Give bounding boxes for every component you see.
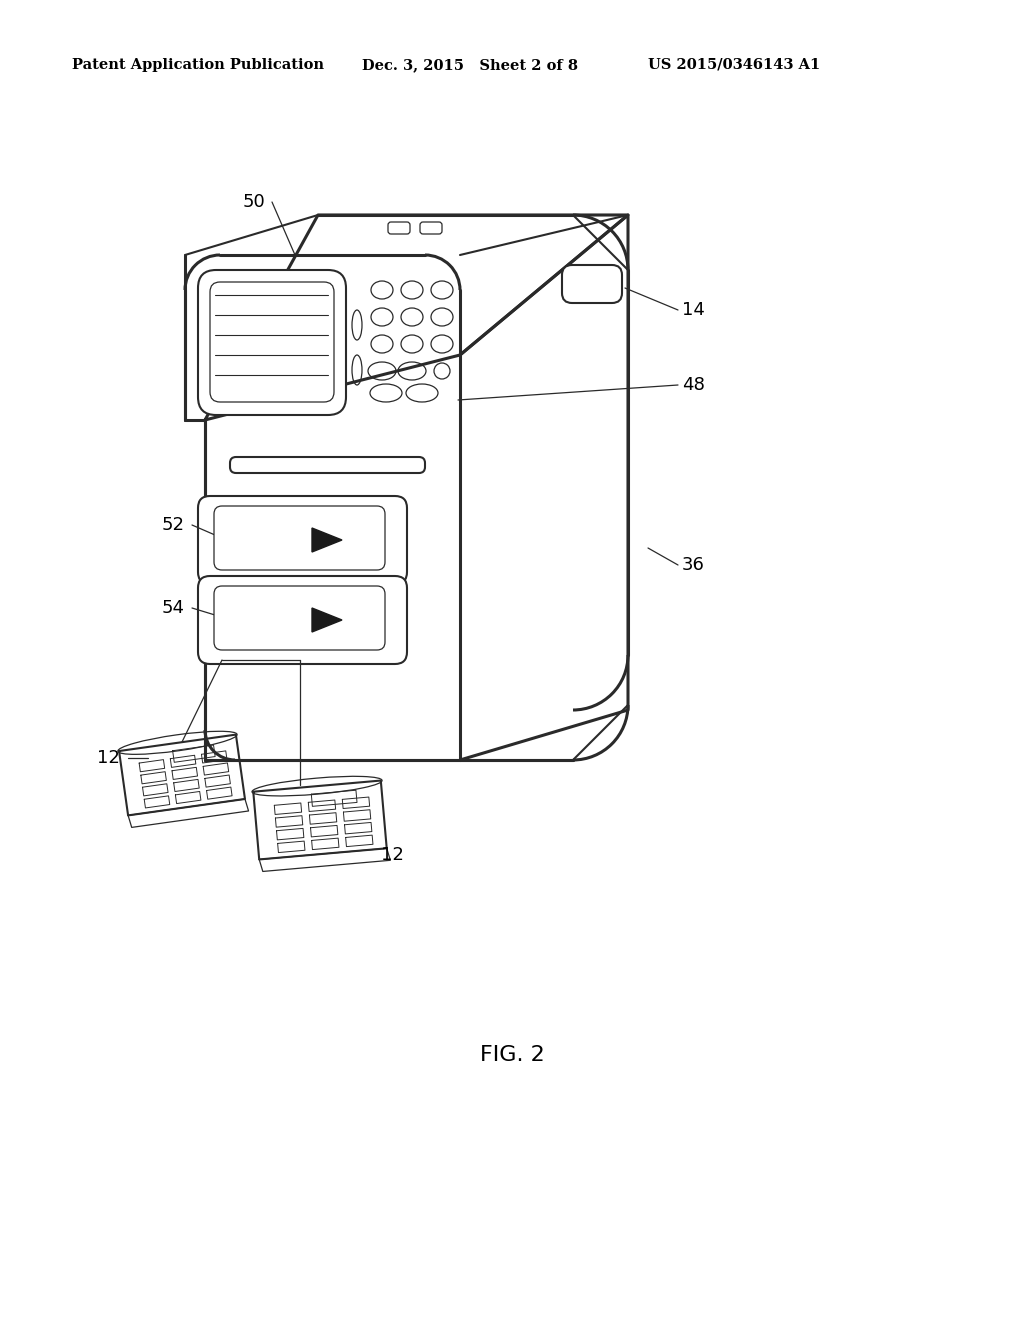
Text: 50: 50 xyxy=(243,193,265,211)
FancyBboxPatch shape xyxy=(198,496,407,583)
FancyBboxPatch shape xyxy=(420,222,442,234)
FancyBboxPatch shape xyxy=(198,576,407,664)
FancyBboxPatch shape xyxy=(562,265,622,304)
FancyBboxPatch shape xyxy=(388,222,410,234)
Text: 54: 54 xyxy=(162,599,185,616)
Text: US 2015/0346143 A1: US 2015/0346143 A1 xyxy=(648,58,820,73)
Polygon shape xyxy=(312,528,342,552)
Text: FIG. 2: FIG. 2 xyxy=(479,1045,545,1065)
Text: 12: 12 xyxy=(97,748,120,767)
FancyBboxPatch shape xyxy=(214,586,385,649)
FancyBboxPatch shape xyxy=(210,282,334,403)
Text: 48: 48 xyxy=(682,376,705,393)
Text: 52: 52 xyxy=(162,516,185,535)
Text: 14: 14 xyxy=(682,301,705,319)
Text: Patent Application Publication: Patent Application Publication xyxy=(72,58,324,73)
FancyBboxPatch shape xyxy=(230,457,425,473)
Text: 12: 12 xyxy=(381,846,403,865)
FancyBboxPatch shape xyxy=(214,506,385,570)
FancyBboxPatch shape xyxy=(198,271,346,414)
Text: Dec. 3, 2015   Sheet 2 of 8: Dec. 3, 2015 Sheet 2 of 8 xyxy=(362,58,578,73)
Text: 36: 36 xyxy=(682,556,705,574)
Polygon shape xyxy=(312,609,342,632)
